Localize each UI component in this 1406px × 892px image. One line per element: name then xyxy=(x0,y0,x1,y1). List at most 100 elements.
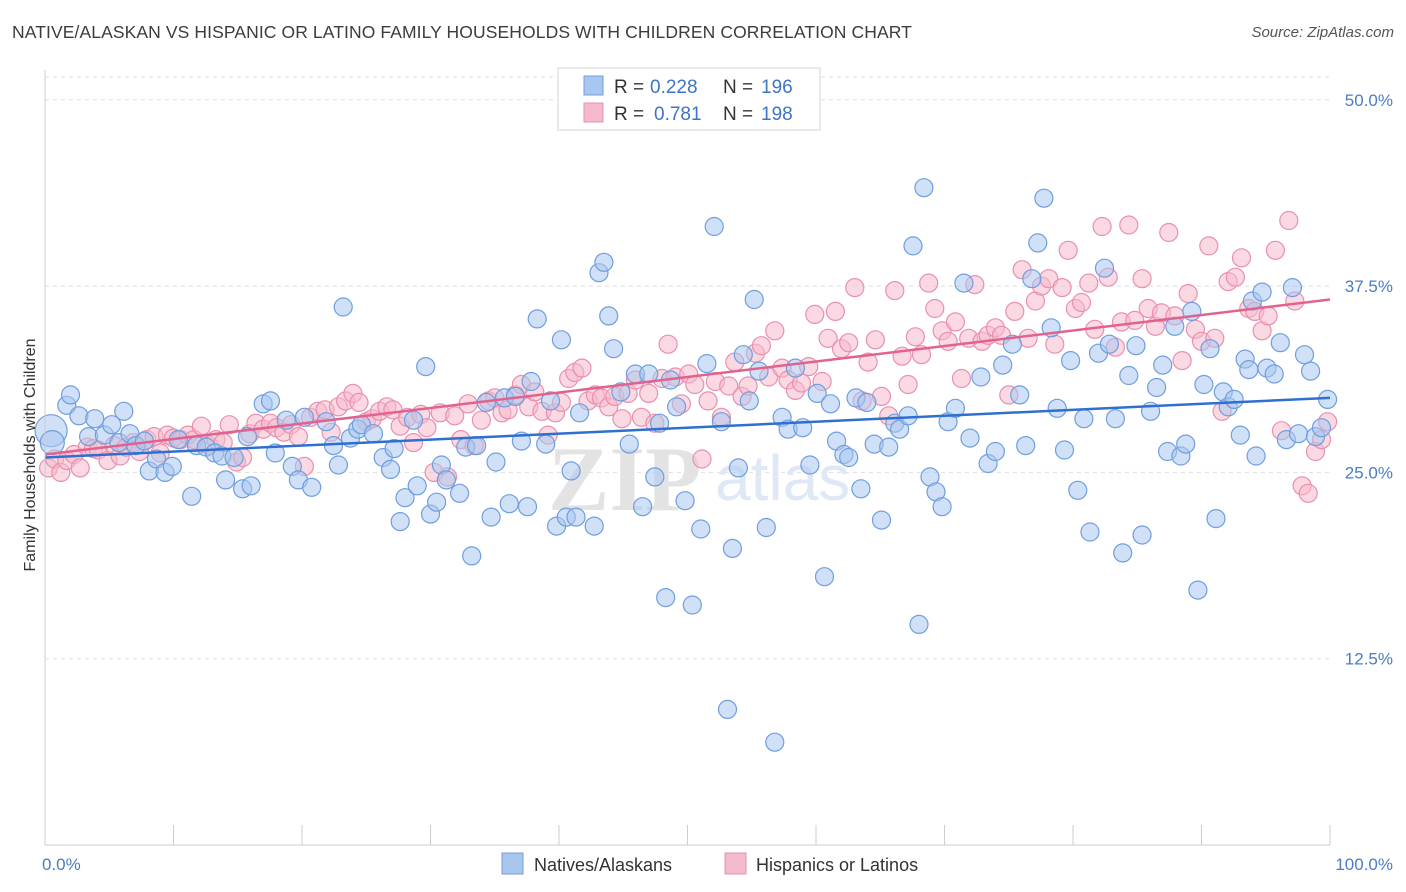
hispanics-point-188 xyxy=(1298,483,1318,503)
stats-r-value-2: 0.781 xyxy=(654,104,702,125)
natives-point-28 xyxy=(241,476,261,496)
natives-point-113 xyxy=(800,455,820,475)
natives-point-39 xyxy=(328,455,348,475)
natives-point-30 xyxy=(260,391,281,411)
natives-point-101 xyxy=(722,538,743,559)
legend-label-hispanics: Hispanics or Latinos xyxy=(756,855,918,875)
hispanics-point-123 xyxy=(865,330,886,350)
natives-point-179 xyxy=(1230,425,1250,445)
natives-point-95 xyxy=(682,595,702,615)
natives-point-122 xyxy=(857,392,877,412)
natives-point-166 xyxy=(1153,355,1173,375)
hispanics-point-129 xyxy=(905,327,926,347)
natives-point-4 xyxy=(69,406,89,426)
natives-point-57 xyxy=(450,483,470,503)
natives-point-79 xyxy=(584,516,604,536)
hispanics-point-128 xyxy=(898,374,918,395)
hispanics-point-167 xyxy=(1159,222,1179,243)
natives-point-106 xyxy=(749,361,769,381)
natives-point-146 xyxy=(1022,269,1042,289)
hispanics-point-162 xyxy=(1125,310,1145,330)
hispanics-point-182 xyxy=(1258,306,1278,326)
natives-trend-line xyxy=(44,396,1331,459)
natives-point-162 xyxy=(1126,336,1146,356)
hispanics-point-5 xyxy=(70,458,90,478)
natives-point-89 xyxy=(645,467,665,487)
natives-point-36 xyxy=(302,477,322,497)
hispanics-point-108 xyxy=(765,321,785,341)
natives-point-59 xyxy=(462,546,482,566)
hispanics-point-122 xyxy=(858,352,878,372)
hispanics-point-101 xyxy=(719,376,739,396)
natives-point-91 xyxy=(656,587,676,608)
natives-point-143 xyxy=(1002,334,1023,354)
natives-point-96 xyxy=(691,519,711,539)
natives-point-134 xyxy=(932,497,952,517)
natives-point-94 xyxy=(675,491,695,511)
natives-point-125 xyxy=(879,437,899,457)
natives-point-81 xyxy=(594,252,614,272)
natives-point-78 xyxy=(569,403,590,423)
natives-point-144 xyxy=(1010,385,1030,405)
natives-point-139 xyxy=(971,367,991,387)
stats-swatch-hispanics xyxy=(583,102,604,123)
hispanics-point-169 xyxy=(1172,351,1192,371)
stats-n-label-1: N = xyxy=(723,77,753,98)
hispanics-point-85 xyxy=(612,409,632,429)
natives-point-88 xyxy=(639,364,659,384)
natives-point-119 xyxy=(839,447,859,468)
series-natives-points xyxy=(34,178,1338,752)
hispanics-point-97 xyxy=(692,449,712,469)
natives-point-24 xyxy=(216,470,236,490)
y-tick-label-3: 50.0% xyxy=(1345,91,1393,110)
stats-r-value-1: 0.228 xyxy=(650,77,698,98)
hispanics-point-46 xyxy=(349,392,369,412)
natives-point-172 xyxy=(1188,580,1208,600)
natives-point-159 xyxy=(1105,409,1126,429)
natives-point-54 xyxy=(427,492,447,512)
hispanics-point-135 xyxy=(945,312,966,332)
natives-point-19 xyxy=(182,486,202,506)
hispanics-point-185 xyxy=(1279,210,1299,231)
natives-point-74 xyxy=(551,330,572,350)
y-tick-label-2: 37.5% xyxy=(1345,277,1393,296)
natives-point-160 xyxy=(1113,543,1133,563)
hispanics-point-92 xyxy=(658,334,678,354)
natives-point-145 xyxy=(1016,436,1036,456)
natives-point-114 xyxy=(807,383,827,403)
natives-point-138 xyxy=(960,428,980,448)
hispanics-point-144 xyxy=(1005,301,1025,321)
natives-point-68 xyxy=(517,497,538,517)
hispanics-point-54 xyxy=(403,433,424,453)
trend-lines xyxy=(44,298,1331,459)
natives-point-154 xyxy=(1074,409,1094,429)
natives-point-141 xyxy=(985,441,1006,462)
natives-point-192 xyxy=(1300,361,1321,381)
natives-point-153 xyxy=(1068,480,1088,500)
natives-point-194 xyxy=(1311,418,1332,438)
x-tick-label-1: 100.0% xyxy=(1335,855,1393,874)
natives-point-111 xyxy=(785,358,806,378)
legend-swatch-hispanics xyxy=(724,852,747,875)
hispanics-point-64 xyxy=(471,410,491,430)
hispanics-point-163 xyxy=(1132,269,1152,289)
stats-n-value-1: 196 xyxy=(761,77,793,98)
natives-point-129 xyxy=(903,236,923,256)
hispanics-point-119 xyxy=(839,333,859,353)
natives-point-3 xyxy=(60,385,81,405)
natives-point-115 xyxy=(814,567,835,587)
natives-point-158 xyxy=(1099,334,1120,354)
natives-point-8 xyxy=(102,415,122,435)
natives-point-65 xyxy=(499,494,519,514)
natives-point-105 xyxy=(744,289,764,310)
natives-point-184 xyxy=(1252,282,1272,302)
chart-source: Source: ZipAtlas.com xyxy=(1251,24,1394,41)
hispanics-point-106 xyxy=(751,336,772,356)
natives-point-25 xyxy=(224,447,244,468)
natives-point-103 xyxy=(733,345,753,365)
natives-point-181 xyxy=(1239,360,1259,380)
natives-point-136 xyxy=(945,398,966,418)
stats-r-label-1: R = xyxy=(614,77,644,98)
natives-point-76 xyxy=(561,461,581,481)
natives-point-102 xyxy=(728,458,749,478)
